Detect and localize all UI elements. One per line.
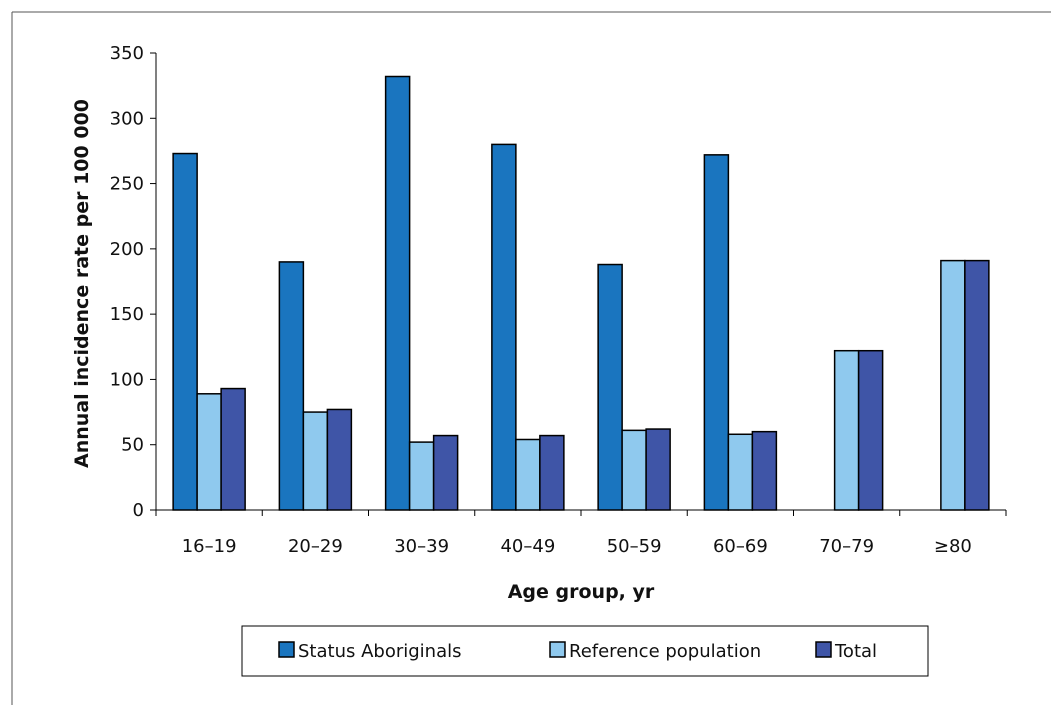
y-tick-label: 50 xyxy=(121,435,144,456)
bar xyxy=(302,411,329,511)
x-tick-label: ≥80 xyxy=(934,536,972,557)
legend: Status Aboriginals Reference population To… xyxy=(241,625,929,677)
bar xyxy=(172,152,198,511)
bar xyxy=(384,75,411,511)
legend-swatch xyxy=(815,641,832,658)
x-axis-title: Age group, yr xyxy=(508,581,655,603)
y-tick-label: 350 xyxy=(110,43,144,64)
ticks-group: 0 50 100 150 200 250 300 350 16–19 20–29 30–39 40–4… xyxy=(110,43,1007,557)
bar xyxy=(515,438,541,511)
y-tick-label: 250 xyxy=(110,174,144,195)
bar xyxy=(408,441,435,511)
y-axis-title: Annual incidence rate per 100 000 xyxy=(71,99,93,468)
bar xyxy=(964,259,990,511)
bar xyxy=(727,433,754,511)
bar xyxy=(751,430,778,511)
bar xyxy=(597,263,623,511)
x-tick-label: 40–49 xyxy=(500,536,555,557)
legend-label: Status Aboriginals xyxy=(298,641,461,662)
bar xyxy=(645,428,671,511)
x-tick-label: 50–59 xyxy=(607,536,662,557)
y-tick-label: 200 xyxy=(110,239,144,260)
legend-label: Total xyxy=(834,641,877,662)
bar xyxy=(326,408,353,511)
y-tick-label: 100 xyxy=(110,369,144,390)
bar xyxy=(940,259,966,511)
bar xyxy=(196,393,222,511)
bar xyxy=(857,349,884,511)
x-tick-label: 60–69 xyxy=(713,536,768,557)
x-tick-label: 16–19 xyxy=(182,536,237,557)
bar xyxy=(703,154,730,511)
bar xyxy=(220,387,246,511)
x-tick-label: 70–79 xyxy=(819,536,874,557)
y-tick-label: 0 xyxy=(133,500,144,521)
x-tick-label: 30–39 xyxy=(394,536,449,557)
bar xyxy=(278,261,305,511)
x-tick-label: 20–29 xyxy=(288,536,343,557)
chart-frame xyxy=(11,11,1051,705)
legend-swatch xyxy=(549,641,566,658)
legend-swatch xyxy=(278,641,295,658)
bar xyxy=(833,349,860,511)
bar xyxy=(621,429,647,511)
y-tick-label: 150 xyxy=(110,304,144,325)
bar xyxy=(491,143,517,511)
bar xyxy=(539,434,565,511)
bars-group xyxy=(172,75,990,511)
y-tick-label: 300 xyxy=(110,108,144,129)
bar xyxy=(432,434,459,511)
legend-box xyxy=(241,625,929,677)
legend-label: Reference population xyxy=(569,641,761,662)
